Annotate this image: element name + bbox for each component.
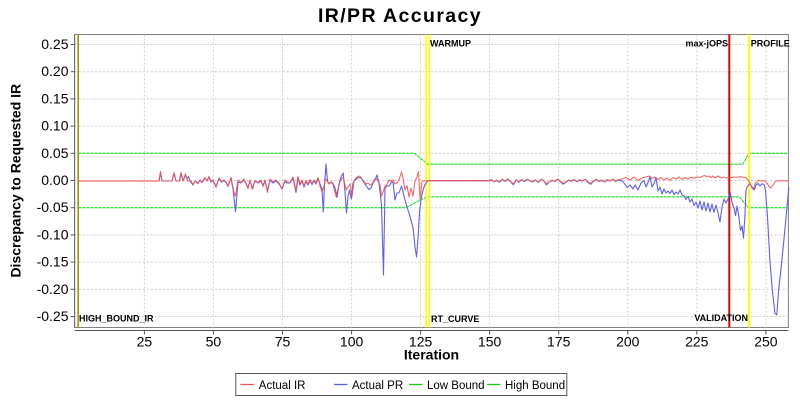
svg-text:75: 75 xyxy=(275,334,291,350)
svg-text:Discrepancy to Requested IR: Discrepancy to Requested IR xyxy=(8,84,24,278)
svg-text:RT_CURVE: RT_CURVE xyxy=(431,314,479,324)
svg-text:WARMUP: WARMUP xyxy=(430,39,471,49)
svg-text:25: 25 xyxy=(137,334,153,350)
svg-text:-0.05: -0.05 xyxy=(37,199,69,215)
svg-text:0.25: 0.25 xyxy=(41,36,68,52)
svg-text:0.00: 0.00 xyxy=(41,172,68,188)
svg-text:175: 175 xyxy=(547,334,571,350)
svg-text:-0.20: -0.20 xyxy=(37,281,69,297)
svg-text:0.15: 0.15 xyxy=(41,90,68,106)
svg-text:100: 100 xyxy=(340,334,364,350)
svg-text:150: 150 xyxy=(478,334,502,350)
svg-text:225: 225 xyxy=(685,334,709,350)
svg-text:-0.25: -0.25 xyxy=(37,308,69,324)
svg-text:0.10: 0.10 xyxy=(41,118,68,134)
svg-text:Iteration: Iteration xyxy=(404,347,459,363)
svg-text:0.20: 0.20 xyxy=(41,63,68,79)
svg-text:200: 200 xyxy=(616,334,640,350)
svg-text:Actual PR: Actual PR xyxy=(352,380,403,392)
svg-text:-0.10: -0.10 xyxy=(37,226,69,242)
svg-text:max-jOPS: max-jOPS xyxy=(685,39,728,49)
svg-text:Actual IR: Actual IR xyxy=(259,380,306,392)
svg-text:IR/PR Accuracy: IR/PR Accuracy xyxy=(318,5,482,27)
svg-text:250: 250 xyxy=(754,334,778,350)
svg-text:HIGH_BOUND_IR: HIGH_BOUND_IR xyxy=(79,314,154,324)
svg-text:0.05: 0.05 xyxy=(41,145,68,161)
svg-text:50: 50 xyxy=(206,334,222,350)
svg-text:-0.15: -0.15 xyxy=(37,254,69,270)
svg-text:125: 125 xyxy=(409,334,433,350)
svg-text:Low Bound: Low Bound xyxy=(427,380,485,392)
svg-text:VALIDATION: VALIDATION xyxy=(694,313,748,323)
svg-text:High Bound: High Bound xyxy=(505,380,565,392)
svg-text:PROFILE: PROFILE xyxy=(751,39,790,49)
